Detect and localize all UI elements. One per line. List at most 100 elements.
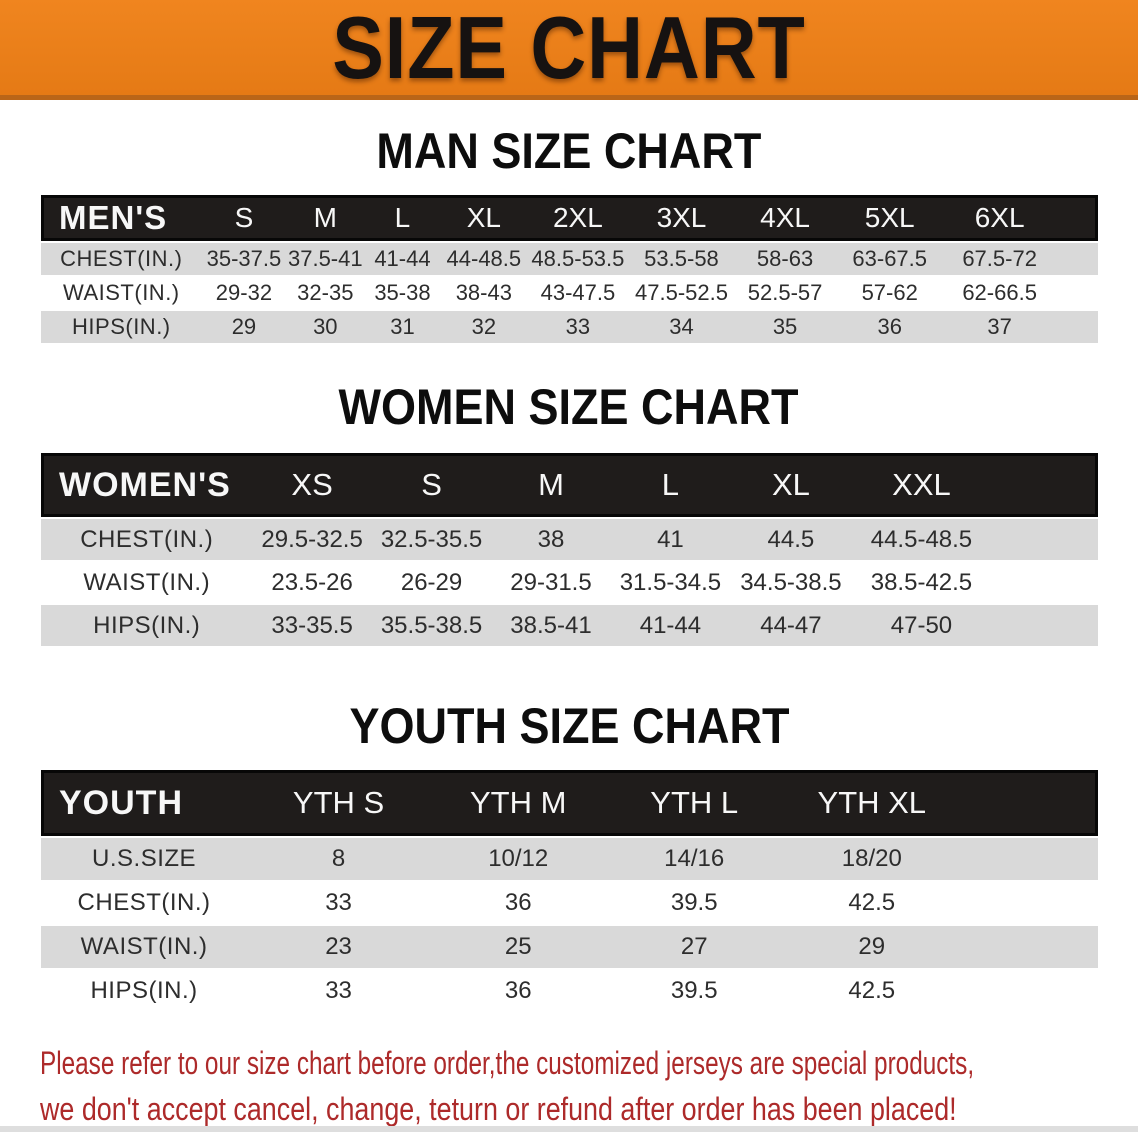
measurement-row: WAIST(IN.) 23.5-26 26-29 29-31.5 31.5-34.5 34…	[41, 562, 1098, 603]
size-value-cell: 27	[606, 926, 782, 968]
measurement-row: U.S.SIZE 8 10/12 14/16 18/20	[41, 838, 1098, 880]
youth-size-table: YOUTH YTH S YTH M YTH L YTH XL U.S.SIZE 8 10/12…	[41, 768, 1098, 1014]
size-value-cell: 44.5	[730, 519, 852, 560]
size-column-header: 6XL	[943, 195, 1056, 241]
header-filler	[991, 453, 1098, 517]
size-value-cell: 35	[734, 311, 836, 343]
size-value-cell: 39.5	[606, 882, 782, 924]
size-value-cell: 47-50	[851, 605, 992, 646]
size-value-cell: 35-38	[364, 277, 441, 309]
size-column-header: 5XL	[835, 195, 944, 241]
size-column-header: YTH M	[429, 770, 607, 836]
row-label: HIPS(IN.)	[41, 605, 253, 646]
measurement-row: HIPS(IN.) 29 30 31 32 33 34 35 36 37	[41, 311, 1098, 343]
size-value-cell: 34	[628, 311, 735, 343]
size-value-cell: 36	[835, 311, 944, 343]
row-label: CHEST(IN.)	[41, 243, 202, 275]
size-column-header: 3XL	[628, 195, 735, 241]
row-filler	[991, 519, 1098, 560]
row-label: CHEST(IN.)	[41, 519, 253, 560]
row-label: WAIST(IN.)	[41, 562, 253, 603]
size-value-cell: 48.5-53.5	[527, 243, 629, 275]
men-section: MAN SIZE CHART MEN'S S M L XL 2XL 3XL 4XL 5XL 6XL…	[0, 125, 1138, 345]
size-value-cell: 8	[247, 838, 430, 880]
youth-section-heading-text: YOUTH SIZE CHART	[348, 698, 790, 754]
size-value-cell: 67.5-72	[943, 243, 1056, 275]
size-value-cell: 42.5	[781, 970, 962, 1012]
size-value-cell: 52.5-57	[734, 277, 836, 309]
row-filler	[991, 605, 1098, 646]
size-value-cell: 31.5-34.5	[610, 562, 731, 603]
row-filler	[1055, 311, 1098, 343]
measurement-row: CHEST(IN.) 33 36 39.5 42.5	[41, 882, 1098, 924]
size-value-cell: 44-48.5	[440, 243, 528, 275]
size-column-header: YTH S	[247, 770, 430, 836]
size-value-cell: 37.5-41	[286, 243, 365, 275]
measurement-row: WAIST(IN.) 29-32 32-35 35-38 38-43 43-47.5 47.…	[41, 277, 1098, 309]
size-value-cell: 32.5-35.5	[371, 519, 492, 560]
size-value-cell: 25	[429, 926, 607, 968]
size-value-cell: 47.5-52.5	[628, 277, 735, 309]
row-filler	[1055, 277, 1098, 309]
size-value-cell: 41-44	[364, 243, 441, 275]
size-value-cell: 18/20	[781, 838, 962, 880]
measurement-row: WAIST(IN.) 23 25 27 29	[41, 926, 1098, 968]
size-column-header: L	[364, 195, 441, 241]
size-value-cell: 63-67.5	[835, 243, 944, 275]
measurement-row: CHEST(IN.) 29.5-32.5 32.5-35.5 38 41 44.5 44.5…	[41, 519, 1098, 560]
row-label: WAIST(IN.)	[41, 277, 202, 309]
size-value-cell: 29-31.5	[491, 562, 611, 603]
youth-section: YOUTH SIZE CHART YOUTH YTH S YTH M YTH L YTH…	[0, 700, 1138, 1014]
women-section: WOMEN SIZE CHART WOMEN'S XS S M L XL XXL CHEST(…	[0, 381, 1138, 648]
group-label: WOMEN'S	[41, 453, 253, 517]
size-value-cell: 43-47.5	[527, 277, 629, 309]
size-value-cell: 23.5-26	[252, 562, 372, 603]
measurement-row: HIPS(IN.) 33 36 39.5 42.5	[41, 970, 1098, 1012]
size-value-cell: 32-35	[286, 277, 365, 309]
size-value-cell: 42.5	[781, 882, 962, 924]
size-value-cell: 57-62	[835, 277, 944, 309]
size-value-cell: 39.5	[606, 970, 782, 1012]
size-value-cell: 53.5-58	[628, 243, 735, 275]
size-value-cell: 33	[247, 970, 430, 1012]
size-column-header: XL	[730, 453, 852, 517]
table-header-row: WOMEN'S XS S M L XL XXL	[41, 453, 1098, 517]
measurement-row: CHEST(IN.) 35-37.5 37.5-41 41-44 44-48.5 48.5…	[41, 243, 1098, 275]
size-value-cell: 35.5-38.5	[371, 605, 492, 646]
size-value-cell: 38-43	[440, 277, 528, 309]
size-value-cell: 36	[429, 882, 607, 924]
bottom-edge-strip	[0, 1126, 1138, 1132]
size-value-cell: 29	[201, 311, 287, 343]
size-column-header: S	[201, 195, 287, 241]
women-section-heading: WOMEN SIZE CHART	[0, 381, 1138, 433]
size-column-header: L	[610, 453, 731, 517]
size-column-header: YTH XL	[781, 770, 962, 836]
banner-title: SIZE CHART	[332, 0, 806, 97]
size-column-header: XL	[440, 195, 528, 241]
size-value-cell: 31	[364, 311, 441, 343]
group-label: YOUTH	[41, 770, 248, 836]
measurement-row: HIPS(IN.) 33-35.5 35.5-38.5 38.5-41 41-44 44-…	[41, 605, 1098, 646]
size-value-cell: 41-44	[610, 605, 731, 646]
size-column-header: S	[371, 453, 492, 517]
size-value-cell: 38.5-41	[491, 605, 611, 646]
size-value-cell: 29	[781, 926, 962, 968]
row-filler	[961, 970, 1098, 1012]
women-size-table: WOMEN'S XS S M L XL XXL CHEST(IN.) 29.5-32.5 32.5…	[41, 451, 1098, 648]
size-value-cell: 38	[491, 519, 611, 560]
row-label: HIPS(IN.)	[41, 970, 248, 1012]
size-value-cell: 30	[286, 311, 365, 343]
size-value-cell: 10/12	[429, 838, 607, 880]
row-filler	[1055, 243, 1098, 275]
size-value-cell: 26-29	[371, 562, 492, 603]
size-column-header: 4XL	[734, 195, 836, 241]
row-filler	[961, 838, 1098, 880]
row-filler	[961, 882, 1098, 924]
size-value-cell: 58-63	[734, 243, 836, 275]
size-column-header: M	[491, 453, 611, 517]
size-value-cell: 62-66.5	[943, 277, 1056, 309]
table-header-row: MEN'S S M L XL 2XL 3XL 4XL 5XL 6XL	[41, 195, 1098, 241]
size-value-cell: 29-32	[201, 277, 287, 309]
header-filler	[961, 770, 1098, 836]
row-filler	[991, 562, 1098, 603]
